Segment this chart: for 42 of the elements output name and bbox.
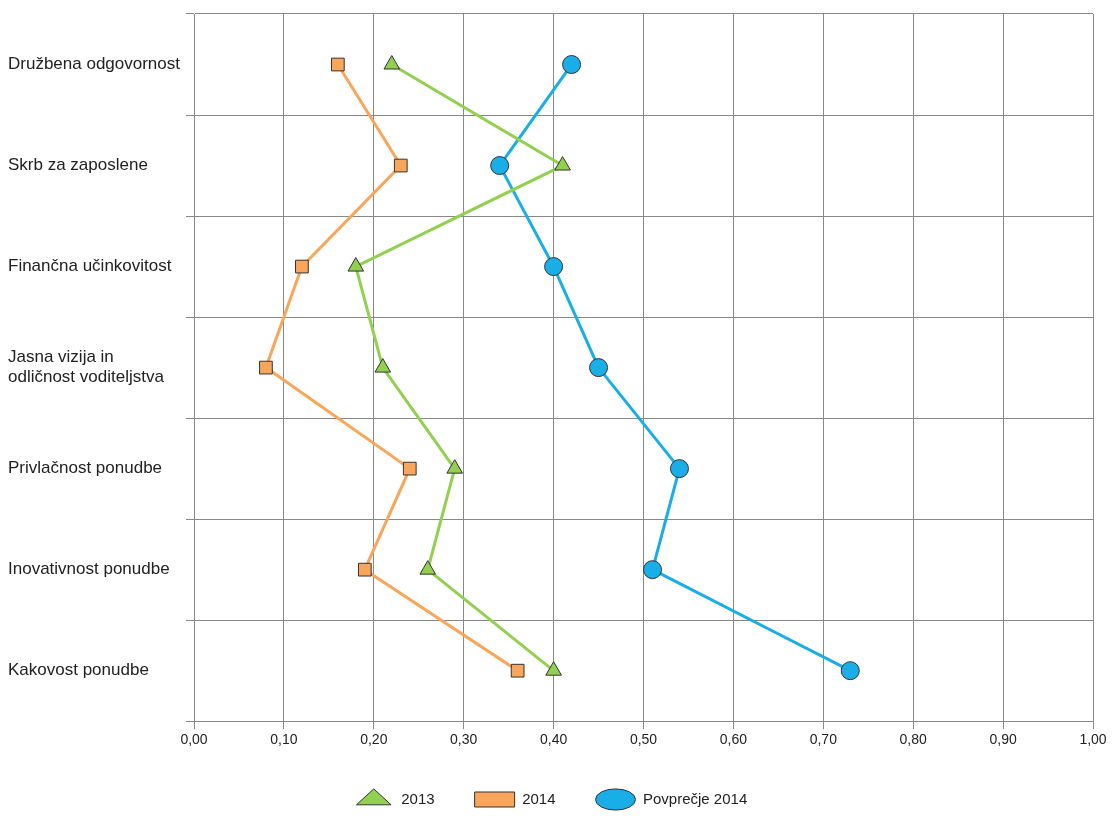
point bbox=[544, 257, 564, 277]
point bbox=[374, 358, 392, 373]
x-tick-label: 0,30 bbox=[450, 731, 478, 748]
y-tick-label: Jasna vizija in odličnost voditeljstva bbox=[8, 347, 165, 387]
x-tick-label: 0,20 bbox=[360, 731, 388, 748]
point bbox=[259, 360, 273, 375]
point bbox=[490, 156, 510, 176]
point bbox=[642, 560, 662, 580]
x-tick-label: 0,70 bbox=[809, 731, 838, 748]
point bbox=[402, 461, 417, 476]
point bbox=[347, 257, 365, 272]
y-tick-label: Inovativnost ponudbe bbox=[8, 559, 170, 579]
point bbox=[295, 259, 309, 274]
legend-label: 2013 bbox=[401, 789, 435, 807]
point bbox=[562, 55, 582, 75]
y-tick-label: Skrb za zaposlene bbox=[8, 155, 148, 175]
point bbox=[554, 156, 571, 171]
legend-label: 2014 bbox=[522, 789, 556, 807]
point bbox=[589, 358, 609, 378]
point bbox=[357, 562, 372, 577]
point bbox=[383, 55, 401, 70]
point bbox=[510, 663, 525, 678]
point bbox=[330, 57, 345, 72]
x-tick-label: 0,80 bbox=[899, 731, 928, 748]
x-tick-label: 0,10 bbox=[270, 731, 298, 748]
point bbox=[419, 560, 437, 575]
x-tick-label: 1,00 bbox=[1079, 731, 1107, 748]
x-tick-label: 0,90 bbox=[989, 731, 1017, 748]
point bbox=[393, 158, 408, 173]
y-tick-label: Privlačnost ponudbe bbox=[8, 458, 163, 478]
point bbox=[669, 459, 689, 479]
point bbox=[446, 459, 464, 474]
x-tick-label: 0,40 bbox=[539, 731, 568, 748]
x-tick-label: 0,60 bbox=[719, 731, 748, 748]
x-tick-label: 0,50 bbox=[629, 731, 658, 748]
y-tick-label: Kakovost ponudbe bbox=[8, 660, 149, 680]
legend-label: Povprečje 2014 bbox=[643, 789, 748, 807]
point bbox=[840, 661, 860, 681]
y-tick-label: Družbena odgovornost bbox=[8, 54, 181, 74]
point bbox=[545, 661, 562, 676]
y-tick-label: Finančna učinkovitost bbox=[8, 256, 172, 276]
x-tick-label: 0,00 bbox=[180, 731, 208, 748]
